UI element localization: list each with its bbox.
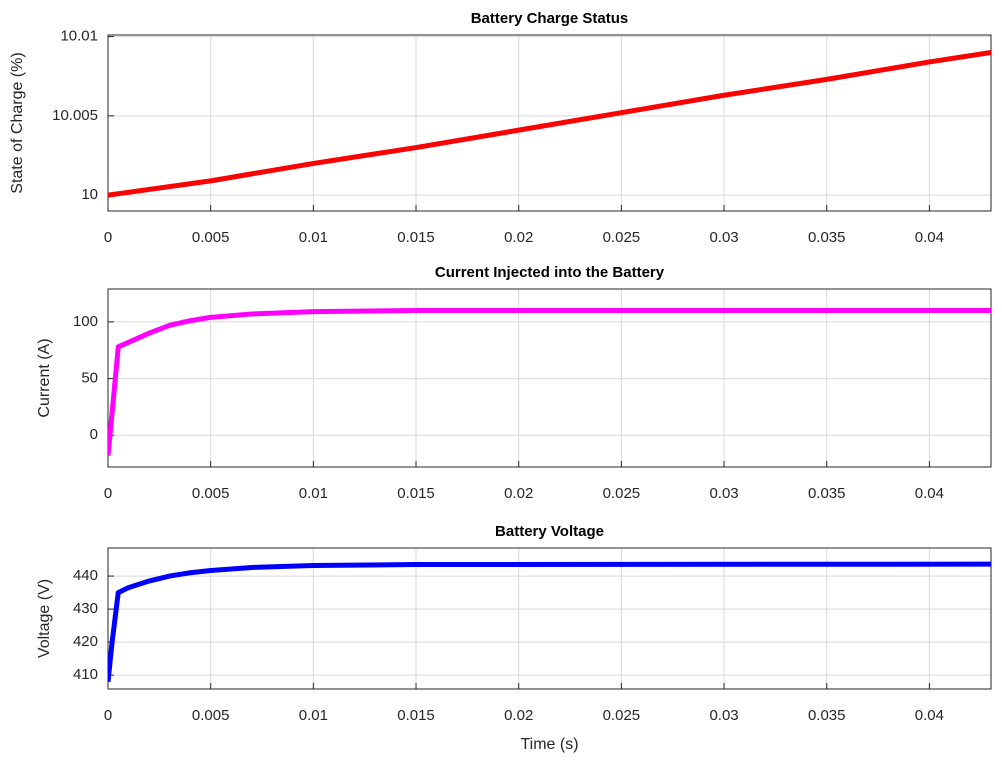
x-tick-label: 0.005 [192, 485, 230, 502]
x-tick-label: 0.04 [915, 485, 944, 502]
y-tick-label: 0 [90, 426, 98, 443]
y-axis-label: State of Charge (%) [9, 52, 26, 193]
axes-outline [107, 288, 992, 468]
x-tick-label: 0.01 [299, 707, 328, 724]
x-tick-label: 0.02 [504, 485, 533, 502]
x-tick-label: 0.03 [709, 707, 738, 724]
x-tick-label: 0.035 [808, 229, 846, 246]
x-tick-label: 0.005 [192, 229, 230, 246]
y-axis-label: Current (A) [36, 338, 53, 417]
y-axis-label: Voltage (V) [36, 579, 53, 658]
y-tick-label: 10.01 [60, 28, 98, 45]
x-tick-label: 0.035 [808, 707, 846, 724]
y-tick-label: 410 [73, 666, 98, 683]
x-tick-label: 0.025 [603, 707, 641, 724]
x-tick-label: 0 [104, 707, 112, 724]
x-tick-label: 0.02 [504, 707, 533, 724]
x-tick-label: 0.035 [808, 485, 846, 502]
x-tick-label: 0 [104, 229, 112, 246]
chart-title: Battery Charge Status [471, 10, 629, 27]
x-tick-label: 0.015 [397, 229, 435, 246]
y-tick-label: 100 [73, 313, 98, 330]
data-line [108, 561, 991, 682]
y-tick-label: 440 [73, 567, 98, 584]
data-line [108, 49, 991, 198]
x-tick-label: 0.01 [299, 229, 328, 246]
x-axis-label: Time (s) [520, 736, 578, 753]
chart-title: Current Injected into the Battery [435, 264, 665, 281]
x-tick-label: 0.015 [397, 485, 435, 502]
axes-box [107, 288, 992, 468]
x-tick-label: 0.04 [915, 707, 944, 724]
x-tick-label: 0.04 [915, 229, 944, 246]
x-tick-label: 0.03 [709, 229, 738, 246]
y-tick-label: 50 [81, 370, 98, 387]
axes-outline [107, 34, 992, 212]
x-tick-label: 0.02 [504, 229, 533, 246]
x-tick-label: 0.03 [709, 485, 738, 502]
x-tick-label: 0.005 [192, 707, 230, 724]
x-tick-label: 0.015 [397, 707, 435, 724]
chart-title: Battery Voltage [495, 523, 604, 540]
x-tick-label: 0.01 [299, 485, 328, 502]
y-tick-label: 10 [81, 186, 98, 203]
y-tick-label: 430 [73, 600, 98, 617]
y-tick-label: 10.005 [52, 107, 98, 124]
axes-box [107, 547, 992, 690]
y-tick-label: 420 [73, 633, 98, 650]
data-line [108, 308, 991, 456]
x-tick-label: 0.025 [603, 229, 641, 246]
x-tick-label: 0 [104, 485, 112, 502]
x-tick-label: 0.025 [603, 485, 641, 502]
axes-outline [107, 547, 992, 690]
